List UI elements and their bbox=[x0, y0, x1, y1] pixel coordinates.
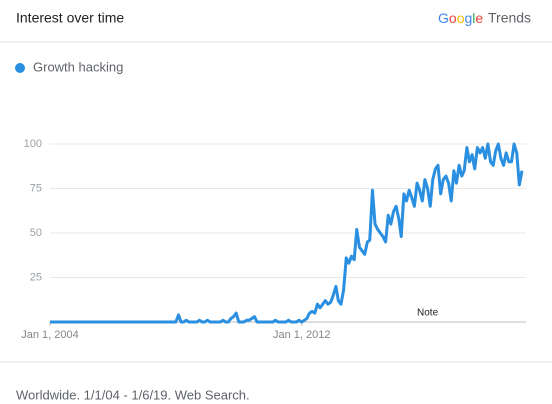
annotation: Note bbox=[417, 308, 439, 319]
y-tick-label: 100 bbox=[24, 138, 42, 150]
legend-label[interactable]: Growth hacking bbox=[33, 59, 123, 74]
brand-product: Trends bbox=[488, 10, 531, 26]
brand-logo: Google bbox=[438, 10, 483, 26]
y-tick-label: 50 bbox=[30, 227, 42, 239]
y-tick-label: 75 bbox=[30, 182, 42, 194]
chart-title: Interest over time bbox=[16, 10, 124, 26]
x-tick-label: Jan 1, 2004 bbox=[21, 329, 79, 341]
footer: Worldwide. 1/1/04 - 1/6/19. Web Search. bbox=[16, 387, 250, 402]
legend-marker bbox=[15, 63, 25, 73]
series-line bbox=[50, 142, 524, 324]
x-tick-label: Jan 1, 2012 bbox=[273, 329, 331, 341]
y-tick-label: 25 bbox=[30, 271, 42, 283]
